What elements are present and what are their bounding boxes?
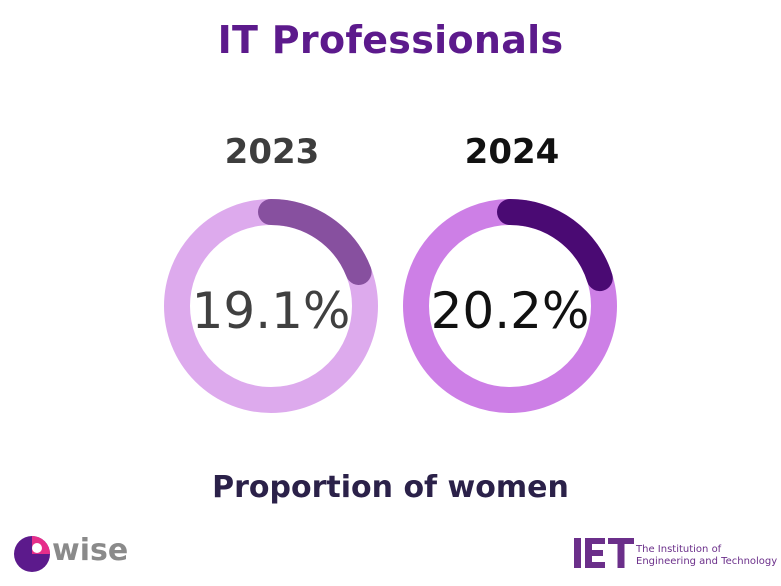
donut-2024: 20.2% [403, 199, 617, 413]
wise-logo-text: wise [52, 533, 129, 568]
iet-logo [574, 538, 634, 568]
chart-subtitle: Proportion of women [212, 470, 569, 505]
chart-title: IT Professionals [217, 18, 564, 62]
donut-2023: 19.1% [164, 199, 378, 413]
iet-caption-line1: The Institution of [636, 544, 722, 555]
year-label-2023: 2023 [224, 132, 320, 172]
donut-value-2023: 19.1% [192, 282, 351, 340]
iet-caption: The Institution of Engineering and Techn… [636, 544, 777, 568]
donut-value-2024: 20.2% [431, 282, 590, 340]
donut-arc-2023 [258, 199, 372, 285]
wise-logo-icon [14, 536, 50, 572]
year-label-2024: 2024 [464, 132, 560, 172]
iet-caption-line2: Engineering and Technology [636, 556, 778, 567]
donut-arc-2024 [497, 199, 613, 292]
